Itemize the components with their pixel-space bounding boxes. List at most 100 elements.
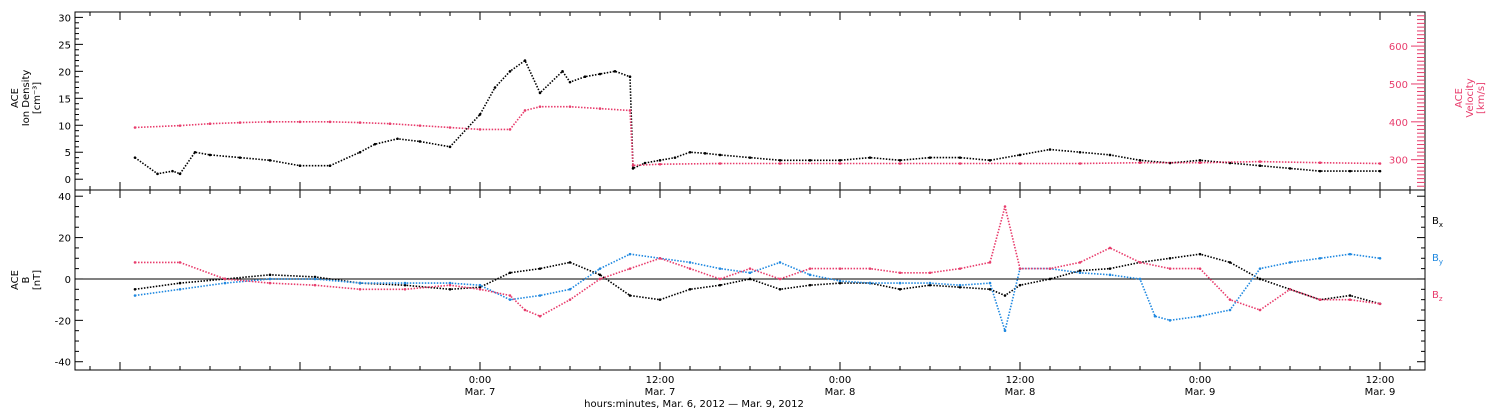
field-tick-label: 20 [58,234,71,245]
bz-point [1168,267,1172,270]
velocity-point [718,162,722,165]
by-point [403,281,407,285]
density-point [171,169,174,173]
velocity-point [1138,161,1142,165]
bx-point [718,283,722,287]
field-tick-label: -20 [55,316,71,327]
density-point [1018,153,1022,157]
density-point [193,150,197,154]
density-point [868,156,872,159]
density-point [1138,159,1142,162]
density-point [1108,153,1112,157]
density-tick-label: 0 [65,175,71,186]
velocity-label-line1: ACE [1454,88,1465,108]
density-point [1048,148,1052,151]
velocity-point [658,162,662,166]
density-point [958,156,962,159]
x-tick-time-label: 0:00 [469,375,491,386]
bx-point [1003,294,1007,297]
bz-point [1378,302,1382,306]
by-point [358,281,362,285]
bx-point [988,288,992,291]
density-point [133,156,137,159]
density-point [583,75,587,79]
density-point [658,159,662,162]
field-tick-label: 0 [65,275,71,286]
density-label-line2: Ion Density [21,70,32,127]
density-point [928,156,932,159]
velocity-point [508,128,512,131]
density-point [561,70,564,73]
by-point [1003,329,1007,332]
velocity-point [328,120,332,124]
bx-point [1198,252,1202,256]
velocity-point [958,162,962,165]
field-tick-label: 40 [58,192,71,203]
bz-point [133,261,137,264]
velocity-point [568,105,572,108]
by-point [448,281,452,285]
bx-point [1258,277,1262,281]
velocity-trace [134,105,1381,167]
density-point [328,164,332,168]
x-tick-date-label: Mar. 9 [1185,387,1216,398]
velocity-tick-label: 300 [1389,156,1408,167]
by-point [223,281,227,285]
velocity-point [238,121,242,124]
by-point [838,279,842,283]
bx-point [538,267,542,270]
by-point [478,283,482,287]
x-tick-date-label: Mar. 7 [465,387,496,398]
bz-point [268,281,272,285]
velocity-point [133,126,137,129]
bx-point [838,281,842,285]
by-point [1228,308,1232,312]
velocity-point [538,105,542,108]
density-tick-label: 30 [58,13,71,24]
x-tick-time-label: 12:00 [646,375,675,386]
by-point [778,261,782,264]
bz-point [778,277,782,281]
velocity-point [298,120,302,124]
by-point [628,252,632,256]
bz-point [508,294,512,297]
by-point [508,298,512,301]
by-point [133,294,137,297]
field-label-line2: B [21,276,32,283]
velocity-point [178,124,182,127]
by-point [598,267,602,270]
bx-point [568,261,572,264]
velocity-tick-label: 500 [1389,80,1408,91]
density-point [1198,159,1202,162]
bz-point [1003,205,1007,208]
x-tick-date-label: Mar. 7 [645,387,676,398]
bz-point [1138,261,1142,264]
by-point [868,281,872,285]
velocity-point [523,109,527,112]
velocity-point [268,120,272,124]
by-point [1153,314,1157,318]
velocity-point [478,128,482,131]
density-point [538,91,542,95]
density-tick-label: 15 [58,94,71,105]
bx-point [688,288,692,291]
bx-point [1078,269,1082,272]
bz-point [478,288,482,291]
velocity-point [208,122,212,126]
by-trace [134,253,1381,334]
by-point [313,277,317,281]
bx-point [1348,294,1352,297]
density-point [718,153,722,157]
density-point [178,172,182,176]
bz-point [523,308,527,312]
bx-point [1018,283,1022,287]
density-point [1288,167,1292,170]
legend-bx: Bx [1432,216,1443,229]
velocity-point [1318,161,1322,165]
velocity-point [418,124,422,127]
density-point [988,159,992,162]
top-panel-frame [74,11,1426,191]
by-point [1108,273,1112,277]
velocity-point [1078,162,1082,165]
by-point [1288,261,1292,264]
